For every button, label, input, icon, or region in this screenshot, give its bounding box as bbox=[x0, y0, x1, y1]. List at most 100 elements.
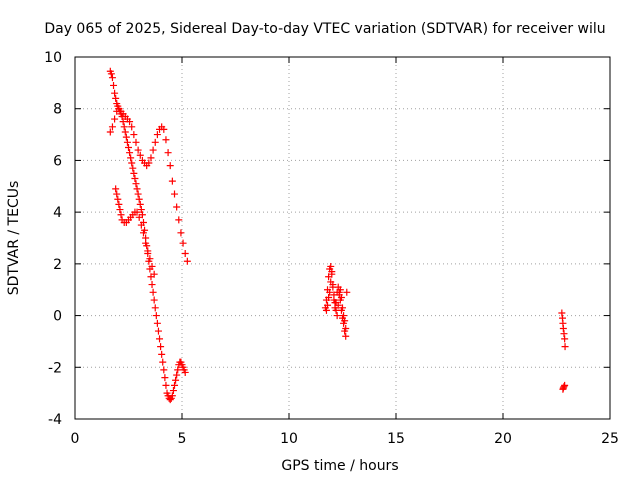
data-point bbox=[335, 288, 343, 296]
data-point bbox=[334, 283, 342, 291]
data-point bbox=[183, 257, 191, 265]
data-point bbox=[561, 343, 569, 351]
data-point bbox=[341, 327, 349, 335]
data-point bbox=[561, 335, 569, 343]
data-point bbox=[331, 304, 339, 312]
data-point bbox=[152, 312, 160, 320]
data-point bbox=[123, 138, 131, 146]
data-point bbox=[151, 304, 159, 312]
data-point bbox=[560, 330, 568, 338]
data-point bbox=[112, 185, 120, 193]
axis-ticks: 0 5 10 15 20 25 -4 -2 0 2 4 6 8 10 bbox=[44, 50, 619, 447]
data-point bbox=[117, 211, 125, 219]
data-point bbox=[173, 371, 181, 379]
data-point bbox=[151, 138, 159, 146]
y-tick-label: 4 bbox=[53, 205, 62, 221]
data-point bbox=[340, 319, 348, 327]
data-point bbox=[116, 206, 124, 214]
data-point bbox=[134, 190, 142, 198]
data-point bbox=[158, 350, 166, 358]
data-point bbox=[153, 319, 161, 327]
data-point bbox=[324, 301, 332, 309]
data-point bbox=[133, 185, 141, 193]
x-tick-label: 25 bbox=[601, 431, 619, 447]
data-point bbox=[161, 374, 169, 382]
data-point bbox=[106, 128, 114, 136]
data-point bbox=[171, 190, 179, 198]
x-tick-label: 10 bbox=[280, 431, 298, 447]
data-point bbox=[135, 213, 143, 221]
data-point bbox=[136, 200, 144, 208]
data-point bbox=[126, 118, 134, 126]
data-point bbox=[332, 299, 340, 307]
data-point bbox=[326, 288, 334, 296]
data-point bbox=[148, 262, 156, 270]
x-tick-label: 20 bbox=[494, 431, 512, 447]
data-point bbox=[328, 268, 336, 276]
data-point bbox=[139, 229, 147, 237]
data-point bbox=[162, 136, 170, 144]
data-point bbox=[559, 325, 567, 332]
data-point bbox=[120, 123, 128, 131]
data-point bbox=[159, 358, 167, 366]
data-point bbox=[179, 239, 187, 247]
y-axis-label: SDTVAR / TECUs bbox=[6, 181, 22, 296]
data-point bbox=[322, 306, 330, 314]
data-point bbox=[174, 366, 182, 374]
data-point bbox=[126, 149, 134, 157]
data-point bbox=[171, 381, 179, 389]
data-point bbox=[129, 164, 137, 172]
data-point bbox=[173, 203, 181, 211]
series bbox=[112, 185, 158, 278]
data-point bbox=[119, 118, 127, 126]
data-point bbox=[133, 208, 141, 216]
data-point bbox=[160, 366, 168, 374]
data-point bbox=[128, 123, 136, 131]
y-tick-label: 2 bbox=[53, 257, 62, 273]
data-point bbox=[122, 133, 130, 141]
data-point bbox=[558, 309, 566, 317]
y-tick-label: 0 bbox=[53, 309, 62, 325]
data-point bbox=[130, 169, 138, 177]
data-point bbox=[145, 159, 153, 167]
y-tick-label: 10 bbox=[44, 50, 62, 66]
x-tick-label: 15 bbox=[387, 431, 405, 447]
data-point bbox=[166, 396, 174, 404]
data-point bbox=[108, 123, 116, 131]
series bbox=[106, 67, 189, 404]
data-point bbox=[136, 151, 144, 159]
data-point bbox=[156, 335, 164, 343]
y-tick-label: -2 bbox=[48, 360, 62, 376]
data-point bbox=[111, 89, 119, 97]
data-point bbox=[112, 94, 120, 102]
series bbox=[321, 262, 351, 340]
data-point bbox=[113, 190, 121, 198]
data-point bbox=[149, 288, 157, 296]
data-point bbox=[327, 262, 335, 270]
data-point bbox=[149, 146, 157, 154]
plot-frame bbox=[74, 56, 611, 420]
data-point bbox=[162, 381, 170, 389]
data-point bbox=[160, 125, 168, 133]
chart-title: Day 065 of 2025, Sidereal Day-to-day VTE… bbox=[44, 21, 605, 37]
data-point bbox=[342, 332, 350, 340]
data-point bbox=[150, 270, 158, 278]
data-point bbox=[153, 131, 161, 139]
data-point bbox=[115, 200, 123, 208]
data-point bbox=[127, 154, 135, 162]
data-point bbox=[147, 154, 155, 162]
y-tick-label: 6 bbox=[53, 153, 62, 169]
data-point bbox=[325, 293, 333, 301]
data-point bbox=[137, 221, 145, 229]
data-point bbox=[168, 392, 176, 400]
data-point bbox=[111, 115, 119, 123]
data-point bbox=[157, 343, 165, 351]
data-point bbox=[128, 159, 136, 167]
data-point bbox=[121, 128, 129, 136]
series bbox=[106, 105, 191, 265]
data-point bbox=[175, 216, 183, 224]
data-points bbox=[106, 67, 569, 404]
data-point bbox=[110, 81, 118, 89]
series bbox=[558, 309, 569, 393]
